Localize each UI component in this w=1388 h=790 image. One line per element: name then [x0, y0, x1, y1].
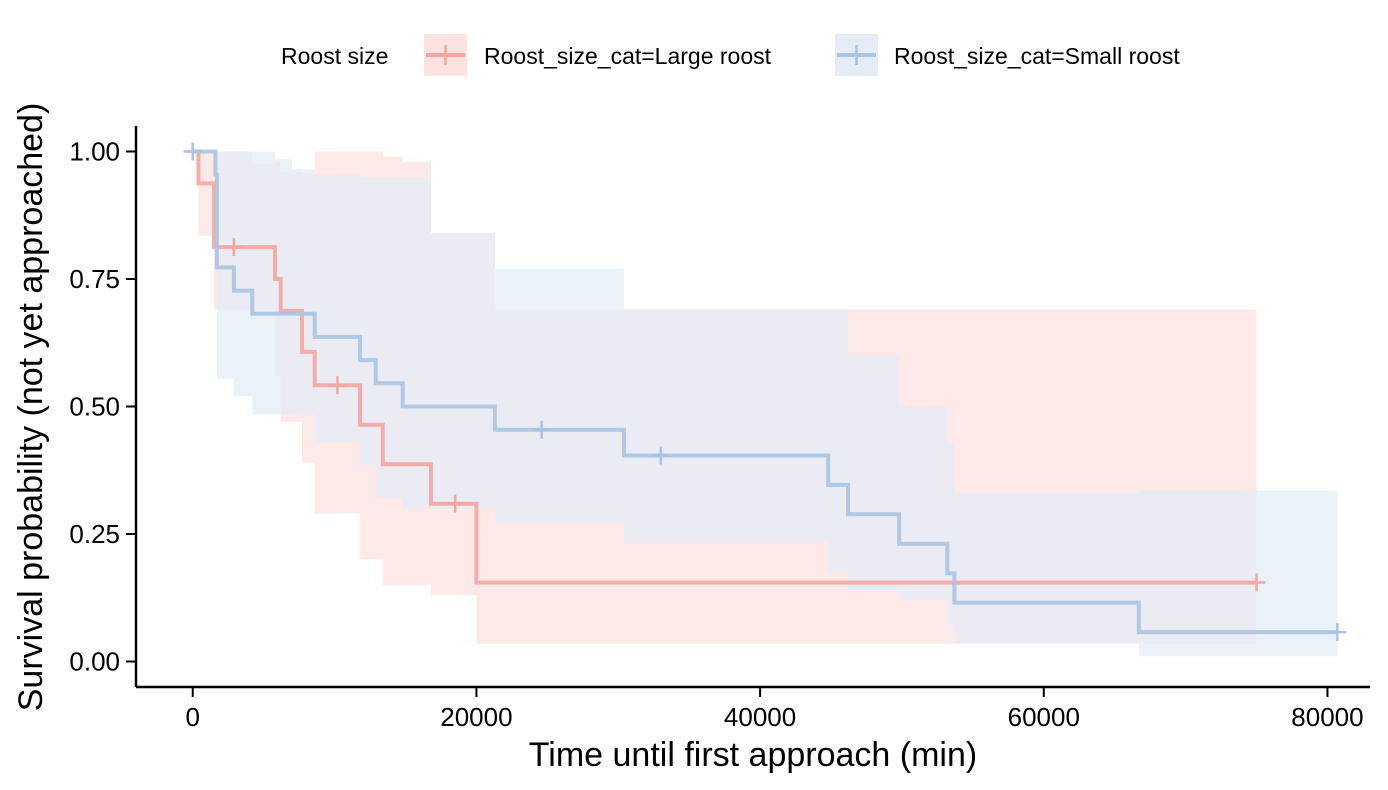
- censor-mark: [446, 494, 465, 513]
- x-tick-label: 60000: [1008, 702, 1080, 732]
- survival-curve-1: [192, 149, 1338, 635]
- survival-curves: [192, 149, 1338, 635]
- confidence-bands: [192, 151, 1338, 657]
- survival-curve-0: [192, 149, 1257, 585]
- axes: 0 20000 40000 60000 80000 0.00 0.25 0.50 0.75 1.0…: [69, 126, 1370, 732]
- x-tick-label: 80000: [1291, 702, 1363, 732]
- ci-band-1: [192, 151, 1338, 657]
- censor-mark: [532, 420, 551, 439]
- censor-mark: [328, 376, 347, 395]
- x-tick-label: 20000: [440, 702, 512, 732]
- y-tick-label: 0.00: [69, 647, 120, 677]
- censor-mark: [651, 446, 670, 465]
- y-tick-label: 0.25: [69, 519, 120, 549]
- y-tick-label: 0.75: [69, 264, 120, 294]
- legend-label: Roost_size_cat=Large roost: [484, 43, 772, 69]
- y-tick-label: 1.00: [69, 137, 120, 167]
- y-axis-label: Survival probability (not yet approached…: [12, 103, 50, 712]
- censor-mark: [224, 238, 243, 257]
- legend-label: Roost_size_cat=Small roost: [894, 43, 1180, 69]
- censor-marks: [183, 142, 1347, 642]
- x-axis-label: Time until first approach (min): [529, 736, 977, 774]
- censor-mark: [183, 142, 202, 161]
- legend-title: Roost size: [281, 43, 388, 69]
- x-tick-label: 40000: [724, 702, 796, 732]
- y-tick-label: 0.50: [69, 392, 120, 422]
- censor-mark: [1328, 623, 1347, 642]
- censor-mark: [1247, 573, 1266, 592]
- legend: Roost size Roost_size_cat=Large roost Roo…: [281, 34, 1180, 76]
- x-tick-label: 0: [186, 702, 200, 732]
